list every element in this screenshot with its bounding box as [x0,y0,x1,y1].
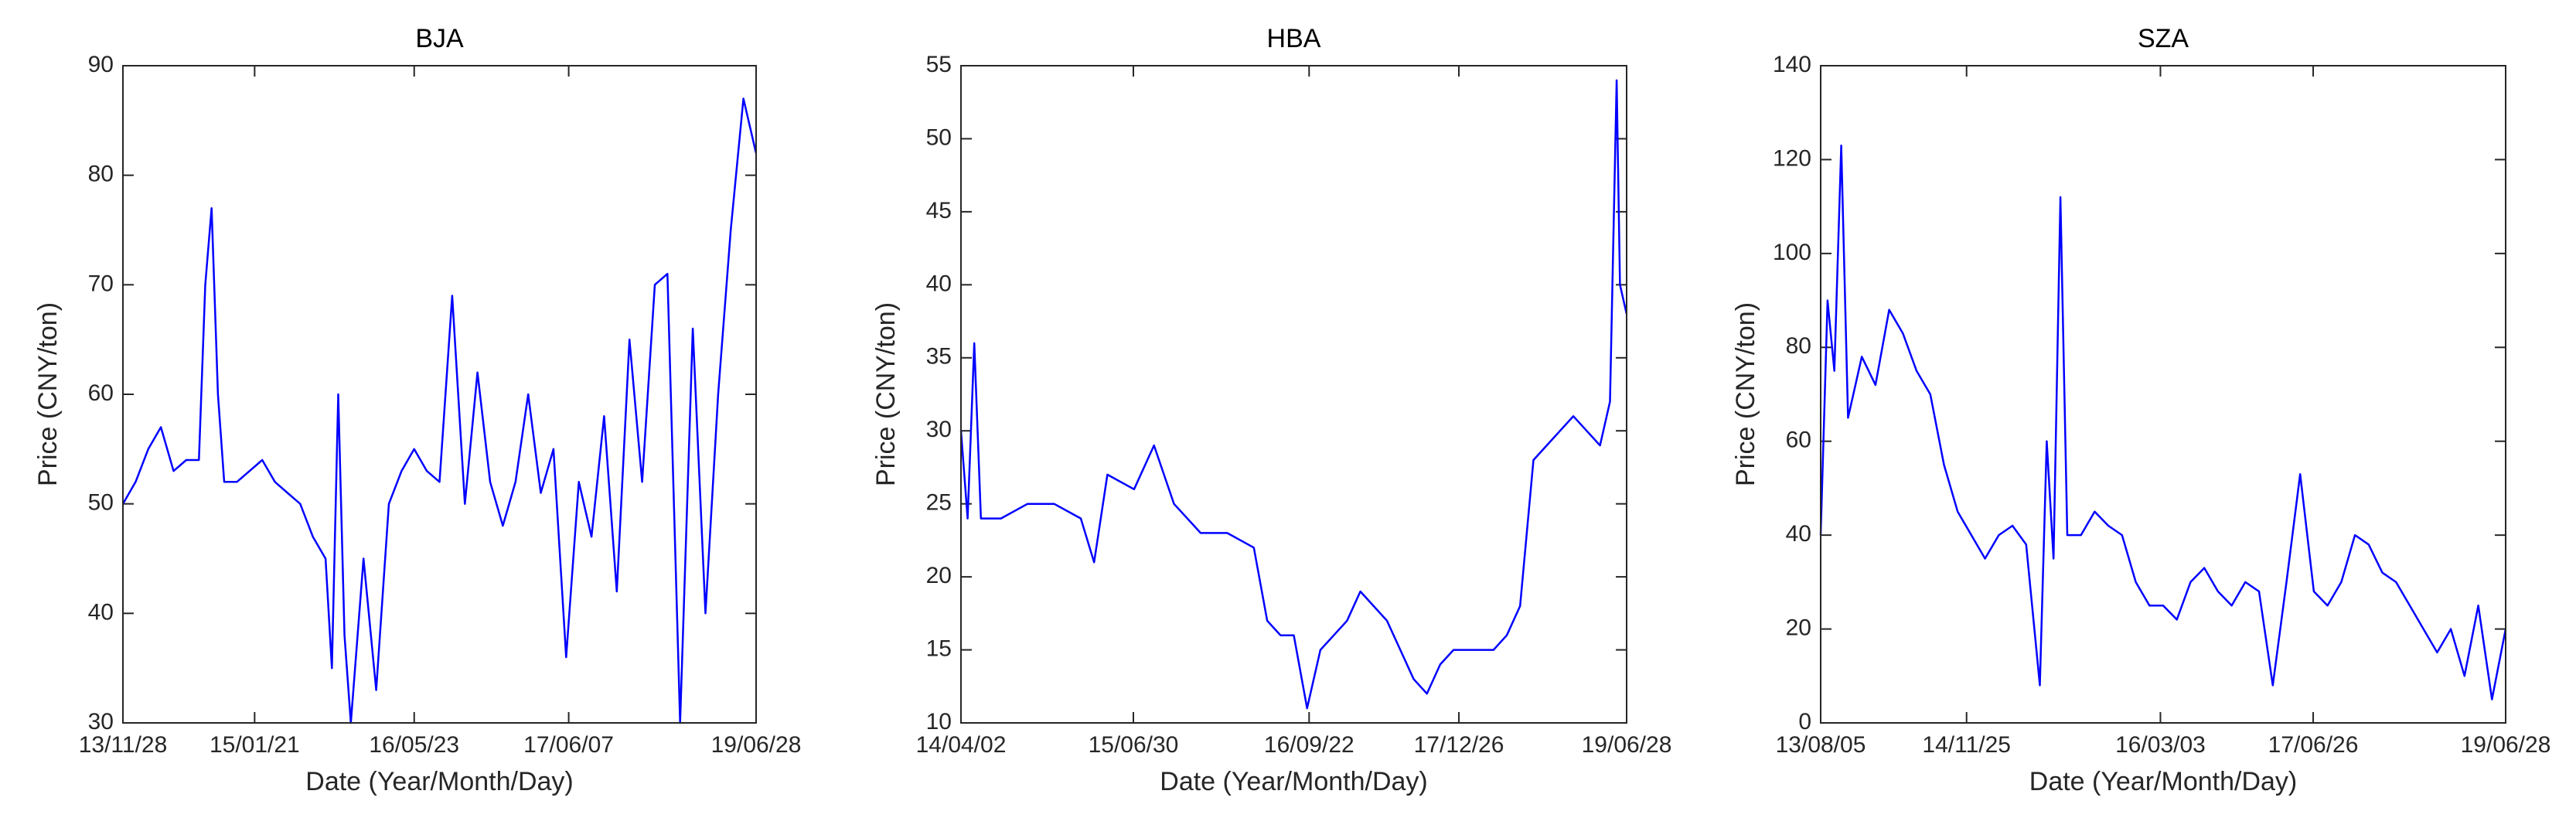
x-tick-label: 16/09/22 [1264,732,1354,758]
x-tick-label: 15/01/21 [210,732,300,758]
x-tick-label: 14/11/25 [1922,732,2011,758]
chart-title: HBA [1267,24,1321,53]
y-tick-label: 15 [926,636,952,661]
y-axis-label: Price (CNY/ton) [33,302,63,486]
x-tick-label: 13/11/28 [79,732,168,758]
x-axis-label: Date (Year/Month/Day) [305,767,573,796]
y-tick-label: 30 [88,709,114,734]
y-tick-label: 55 [926,52,952,77]
y-tick-label: 10 [926,709,952,734]
x-axis-label: Date (Year/Month/Day) [2029,767,2297,796]
y-tick-label: 25 [926,490,952,516]
y-tick-label: 30 [926,417,952,442]
x-axis-label: Date (Year/Month/Day) [1160,767,1427,796]
y-tick-label: 90 [88,52,114,77]
chart-title: BJA [415,24,464,53]
y-tick-label: 80 [1786,333,1811,359]
price-line [121,97,758,724]
y-tick-label: 120 [1773,145,1811,171]
y-tick-label: 35 [926,344,952,370]
x-tick-label: 19/06/28 [711,732,802,758]
y-tick-label: 60 [1786,428,1811,453]
y-tick-label: 45 [926,198,952,223]
plot-frame [960,65,1627,724]
y-tick-label: 70 [88,271,114,296]
y-tick-label: 80 [88,162,114,187]
x-tick-label: 17/12/26 [1414,732,1504,758]
x-tick-label: 13/08/05 [1776,732,1866,758]
price-line [1819,144,2507,700]
x-tick-label: 16/05/23 [369,732,459,758]
y-tick-label: 100 [1773,240,1811,265]
y-axis-label: Price (CNY/ton) [871,302,901,486]
y-tick-label: 60 [88,380,114,406]
y-axis-label: Price (CNY/ton) [1731,302,1760,486]
x-tick-label: 19/06/28 [1582,732,1672,758]
x-tick-label: 16/03/03 [2115,732,2206,758]
y-tick-label: 50 [926,124,952,150]
x-tick-label: 17/06/07 [523,732,614,758]
y-tick-label: 0 [1798,709,1811,734]
y-tick-label: 40 [1786,521,1811,547]
x-tick-label: 15/06/30 [1089,732,1179,758]
y-tick-label: 40 [88,599,114,625]
y-tick-label: 40 [926,271,952,296]
y-tick-label: 20 [1786,615,1811,640]
x-tick-label: 17/06/26 [2268,732,2359,758]
x-tick-label: 14/04/02 [916,732,1007,758]
y-tick-label: 20 [926,563,952,588]
plot-frame [122,65,757,724]
x-tick-label: 19/06/28 [2461,732,2551,758]
plot-frame [1820,65,2506,724]
y-tick-label: 50 [88,490,114,516]
y-tick-label: 140 [1773,52,1811,77]
chart-title: SZA [2138,24,2189,53]
price-line [959,79,1628,710]
